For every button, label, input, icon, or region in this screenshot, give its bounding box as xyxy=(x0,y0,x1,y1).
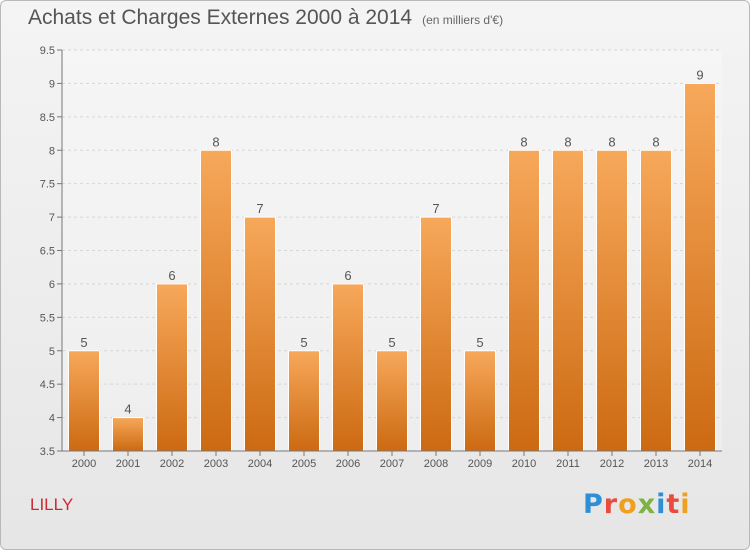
x-tick-label: 2005 xyxy=(292,458,316,470)
data-labels: 5 4 6 8 7 5 6 5 7 5 8 8 8 8 9 xyxy=(80,67,703,416)
data-label: 6 xyxy=(168,268,175,283)
data-label: 5 xyxy=(476,335,483,350)
axes: 3.5 4 4.5 5 5.5 6 6.5 7 7.5 8 8.5 9 9.5 2000 2001 2002 2… xyxy=(40,45,722,470)
commune-name: LILLY xyxy=(30,495,74,514)
data-label: 5 xyxy=(80,335,87,350)
data-label: 7 xyxy=(256,201,263,216)
y-tick-label: 5 xyxy=(49,346,55,358)
x-tick-label: 2014 xyxy=(688,458,712,470)
x-tick-label: 2003 xyxy=(204,458,228,470)
bar-2008 xyxy=(420,216,452,452)
bar-2009 xyxy=(464,350,496,452)
data-label: 8 xyxy=(652,134,659,149)
y-tick-label: 8.5 xyxy=(40,112,55,124)
data-label: 8 xyxy=(212,134,219,149)
brand-logo: Proxiti xyxy=(583,489,691,520)
x-tick-label: 2008 xyxy=(424,458,448,470)
bar-2001 xyxy=(112,417,144,452)
y-tick-label: 6 xyxy=(49,279,55,291)
x-tick-label: 2009 xyxy=(468,458,492,470)
data-label: 5 xyxy=(388,335,395,350)
bar-2003 xyxy=(200,149,232,452)
y-tick-label: 3.5 xyxy=(40,446,55,458)
chart-title: Achats et Charges Externes 2000 à 2014 (e… xyxy=(28,6,503,30)
y-tick-label: 9 xyxy=(49,78,55,90)
data-label: 8 xyxy=(608,134,615,149)
y-tick-label: 5.5 xyxy=(40,312,55,324)
bar-2002 xyxy=(156,283,188,452)
y-tick-label: 4.5 xyxy=(40,379,55,391)
y-tick-label: 6.5 xyxy=(40,246,55,258)
bar-2000 xyxy=(68,350,100,452)
data-label: 9 xyxy=(696,67,703,82)
bar-2010 xyxy=(508,149,540,452)
y-tick-label: 7.5 xyxy=(40,179,55,191)
bar-2007 xyxy=(376,350,408,452)
x-tick-label: 2012 xyxy=(600,458,624,470)
y-tick-label: 8 xyxy=(49,145,55,157)
x-tick-label: 2001 xyxy=(116,458,140,470)
x-tick-label: 2006 xyxy=(336,458,360,470)
bar-2013 xyxy=(640,149,672,452)
data-label: 5 xyxy=(300,335,307,350)
bar-2012 xyxy=(596,149,628,452)
data-label: 6 xyxy=(344,268,351,283)
bar-2005 xyxy=(288,350,320,452)
bar-2011 xyxy=(552,149,584,452)
data-label: 8 xyxy=(564,134,571,149)
y-tick-label: 7 xyxy=(49,212,55,224)
title-unit: (en milliers d'€) xyxy=(422,13,504,27)
x-tick-label: 2011 xyxy=(556,458,580,470)
x-tick-label: 2013 xyxy=(644,458,668,470)
x-tick-label: 2004 xyxy=(248,458,272,470)
bar-2014 xyxy=(684,82,716,452)
x-tick-label: 2007 xyxy=(380,458,404,470)
x-tick-label: 2010 xyxy=(512,458,536,470)
y-tick-label: 4 xyxy=(49,413,55,425)
bar-2004 xyxy=(244,216,276,452)
data-label: 8 xyxy=(520,134,527,149)
bars xyxy=(68,82,716,452)
data-label: 4 xyxy=(124,402,131,417)
x-tick-label: 2000 xyxy=(72,458,96,470)
bar-2006 xyxy=(332,283,364,452)
x-tick-label: 2002 xyxy=(160,458,184,470)
title-text: Achats et Charges Externes 2000 à 2014 xyxy=(28,6,413,29)
y-tick-label: 9.5 xyxy=(40,45,55,57)
data-label: 7 xyxy=(432,201,439,216)
